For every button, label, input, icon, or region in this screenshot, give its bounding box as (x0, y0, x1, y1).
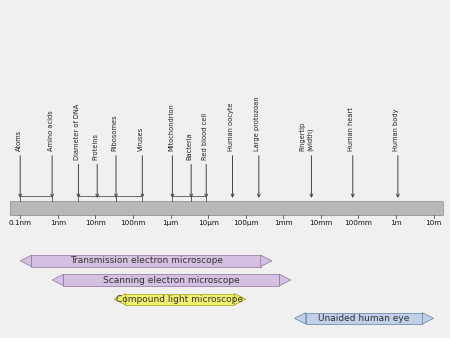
Polygon shape (63, 274, 279, 286)
Polygon shape (306, 313, 422, 324)
Polygon shape (422, 313, 434, 324)
Text: Ribosomes: Ribosomes (112, 115, 117, 151)
Text: Large protozoan: Large protozoan (254, 97, 261, 151)
Text: Atoms: Atoms (16, 130, 22, 151)
FancyBboxPatch shape (10, 202, 443, 216)
Polygon shape (295, 313, 306, 324)
Text: Unaided human eye: Unaided human eye (318, 314, 410, 323)
Text: Amino acids: Amino acids (48, 111, 54, 151)
Polygon shape (279, 274, 291, 286)
Polygon shape (234, 293, 246, 305)
Text: 10mm: 10mm (309, 220, 333, 226)
Text: Transmission electron microscope: Transmission electron microscope (70, 256, 223, 265)
Text: Viruses: Viruses (138, 127, 144, 151)
Text: 100nm: 100nm (120, 220, 146, 226)
Text: Fingertip
(width): Fingertip (width) (299, 122, 313, 151)
Text: Scanning electron microscope: Scanning electron microscope (103, 275, 240, 285)
Polygon shape (261, 255, 272, 267)
Text: 100mm: 100mm (345, 220, 372, 226)
Text: 1mm: 1mm (274, 220, 292, 226)
Polygon shape (32, 255, 261, 267)
Polygon shape (114, 293, 126, 305)
Text: Red blood cell: Red blood cell (202, 113, 208, 160)
Text: Compound light microscope: Compound light microscope (117, 295, 243, 304)
Text: 1nm: 1nm (50, 220, 66, 226)
Text: Human heart: Human heart (348, 107, 354, 151)
Text: Proteins: Proteins (93, 133, 99, 160)
Polygon shape (52, 274, 63, 286)
Text: Mitochondrion: Mitochondrion (168, 103, 174, 151)
Text: 100μm: 100μm (233, 220, 258, 226)
Text: Human oocyte: Human oocyte (228, 103, 234, 151)
Text: 1μm: 1μm (162, 220, 179, 226)
Polygon shape (126, 293, 234, 305)
Text: Bacteria: Bacteria (187, 132, 193, 160)
Text: 10m: 10m (425, 220, 442, 226)
Polygon shape (20, 255, 32, 267)
Text: Diameter of DNA: Diameter of DNA (74, 104, 80, 160)
Text: 10μm: 10μm (198, 220, 219, 226)
Text: 1m: 1m (390, 220, 402, 226)
Text: Human body: Human body (393, 108, 400, 151)
Text: 10nm: 10nm (85, 220, 106, 226)
Text: 0.1nm: 0.1nm (9, 220, 32, 226)
